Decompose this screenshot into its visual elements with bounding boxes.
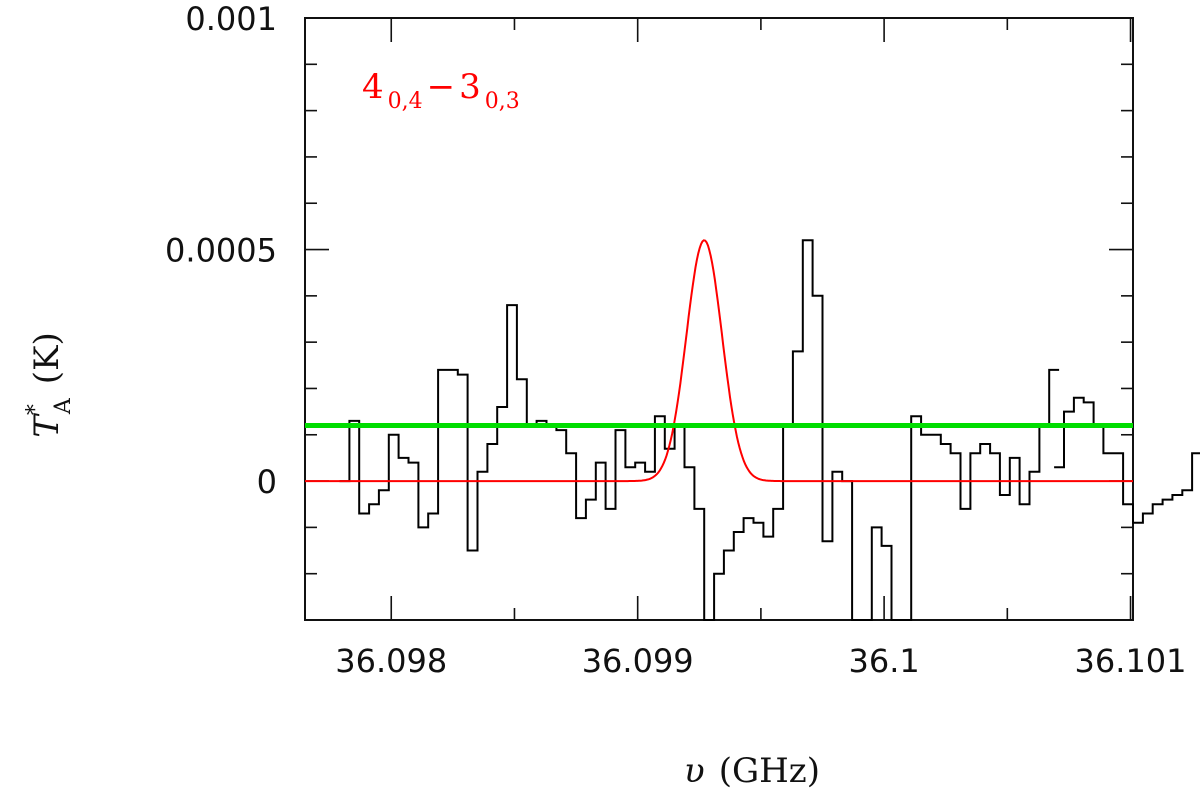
series-layer — [305, 239, 1200, 621]
x-axis-label: υ (GHz) — [684, 751, 820, 791]
annotation-main-1: 4 — [362, 67, 384, 107]
spectrum-step-series — [339, 239, 1060, 621]
x-tick-label: 36.099 — [582, 642, 694, 680]
y-axis-unit: (K) — [27, 332, 67, 384]
y-axis-superscript: * — [23, 404, 48, 415]
annotation-sub-2: 0,3 — [485, 89, 520, 114]
annotation-dash: − — [427, 67, 456, 107]
y-tick-label: 0 — [257, 463, 277, 501]
spectrum-step-series — [1054, 396, 1200, 524]
x-tick-label: 36.1 — [848, 642, 919, 680]
tick-labels: 36.098 36.099 36.1 36.101 0 0.0005 0.001 — [165, 0, 1186, 680]
annotation-sub-1: 0,4 — [388, 89, 423, 114]
x-axis-symbol: υ — [684, 751, 705, 791]
y-tick-label: 0.001 — [185, 0, 277, 38]
y-axis-subscript: A — [51, 397, 76, 415]
annotation-main-2: 3 — [459, 67, 481, 107]
y-axis-symbol: T — [27, 413, 67, 438]
y-tick-label: 0.0005 — [165, 232, 277, 270]
annotation-transition-label: 4 0,4 − 3 0,3 — [362, 67, 520, 114]
x-tick-label: 36.098 — [335, 642, 447, 680]
plot-border — [304, 17, 1134, 621]
x-tick-label: 36.101 — [1075, 642, 1187, 680]
plot-frame — [304, 17, 1134, 621]
x-axis-unit: (GHz) — [719, 751, 820, 791]
gaussian-fit-curve — [305, 239, 1133, 483]
axis-ticks — [305, 17, 1133, 620]
y-axis-label: T* A (K) — [23, 332, 76, 438]
